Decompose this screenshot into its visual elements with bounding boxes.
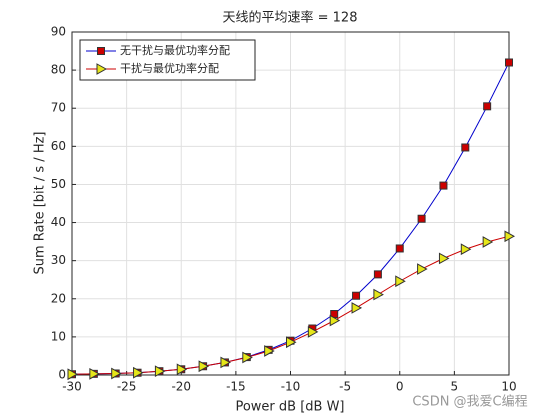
legend-marker <box>97 47 105 55</box>
legend-marker <box>96 63 108 75</box>
y-tick-label: 10 <box>51 329 66 343</box>
x-tick-label: -10 <box>281 380 301 394</box>
legend-label: 干扰与最优功率分配 <box>120 61 219 75</box>
marker <box>351 302 363 314</box>
marker <box>373 288 384 301</box>
marker <box>505 58 513 67</box>
y-axis-label: Sum Rate [bit / s / Hz] <box>33 132 48 275</box>
marker <box>482 236 494 248</box>
marker <box>395 244 404 253</box>
marker <box>220 356 231 369</box>
legend-box <box>79 39 256 81</box>
y-tick-label: 40 <box>51 215 66 229</box>
marker <box>395 275 406 288</box>
marker <box>89 368 100 380</box>
watermark: CSDN @我爱C编程 <box>412 395 527 410</box>
y-tick-label: 70 <box>51 101 66 115</box>
marker <box>504 230 516 243</box>
marker <box>67 368 79 381</box>
marker <box>461 143 470 152</box>
x-tick-label: -25 <box>117 380 137 394</box>
marker <box>439 181 448 190</box>
marker <box>329 314 341 327</box>
marker <box>154 365 166 378</box>
y-tick-label: 50 <box>51 177 66 191</box>
x-tick-label: -20 <box>171 380 191 394</box>
x-tick-label: 0 <box>396 380 404 394</box>
marker <box>242 351 253 364</box>
y-tick-label: 90 <box>51 25 66 39</box>
y-tick-label: 80 <box>51 63 66 77</box>
marker <box>438 252 450 265</box>
x-tick-label: -30 <box>62 380 82 394</box>
marker <box>483 102 492 111</box>
x-tick-label: -5 <box>339 380 351 394</box>
chart-title: 天线的平均速率 = 128 <box>223 10 358 26</box>
axes-box <box>71 31 510 376</box>
legend-label: 无干扰与最优功率分配 <box>120 43 230 57</box>
marker <box>264 345 275 357</box>
marker <box>352 291 361 300</box>
marker <box>460 243 472 256</box>
marker <box>176 363 188 376</box>
x-tick-label: 5 <box>451 380 459 394</box>
marker <box>133 366 144 379</box>
y-tick-label: 60 <box>51 139 66 153</box>
x-tick-label: -15 <box>226 380 246 394</box>
y-tick-label: 0 <box>58 368 66 382</box>
x-axis-label: Power dB [dB W] <box>235 400 344 415</box>
x-tick-label: 10 <box>501 380 516 394</box>
marker <box>198 360 210 373</box>
marker <box>417 263 428 275</box>
marker <box>111 367 122 380</box>
marker <box>373 270 382 279</box>
marker <box>307 326 319 338</box>
marker <box>286 336 297 349</box>
marker <box>417 214 426 223</box>
y-tick-label: 30 <box>51 253 66 267</box>
y-tick-label: 20 <box>51 291 66 305</box>
